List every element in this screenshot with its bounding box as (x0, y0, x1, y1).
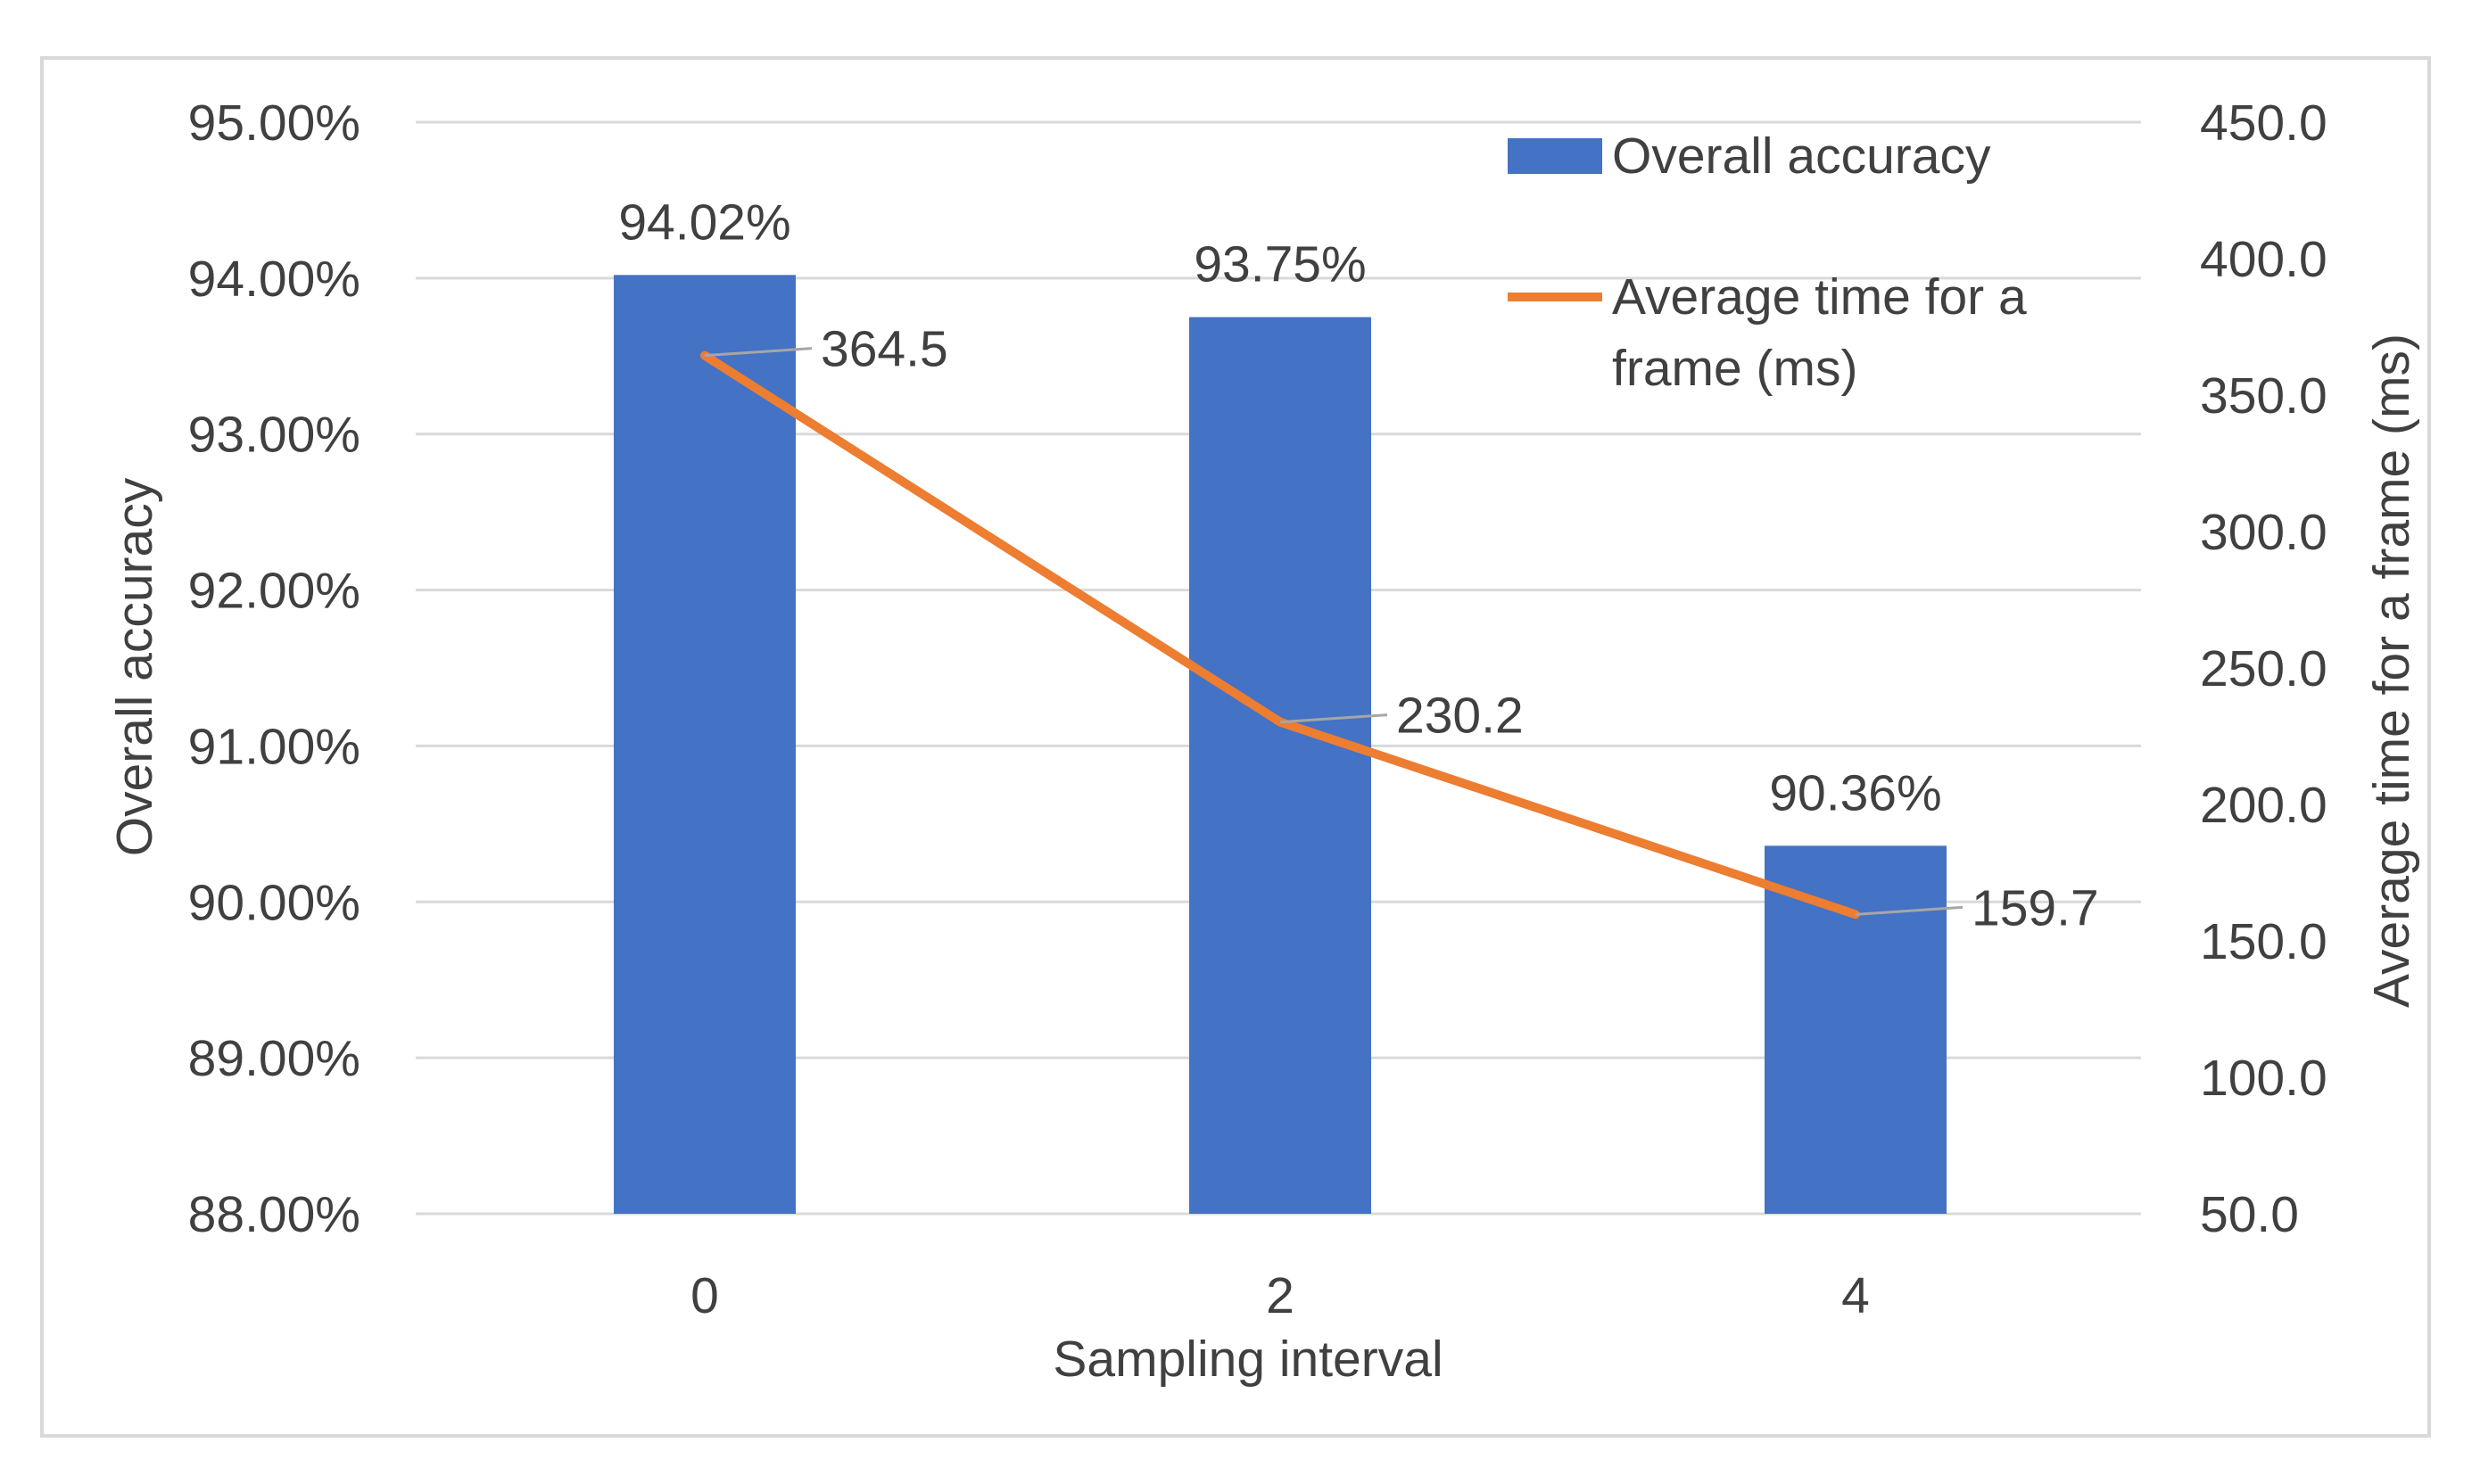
label-leader (1855, 905, 1964, 916)
y2-tick-label: 200.0 (2200, 777, 2327, 834)
bar-2 (1189, 317, 1371, 1215)
line-label: 364.5 (821, 321, 948, 378)
line-label: 230.2 (1396, 688, 1524, 745)
label-leader (1279, 713, 1388, 724)
x-tick-label: 0 (690, 1267, 719, 1324)
bar-label: 90.36% (1769, 764, 1941, 821)
y2-tick-label: 250.0 (2200, 640, 2327, 697)
legend-bar-swatch (1508, 138, 1602, 174)
y-tick-label: 95.00% (188, 95, 360, 152)
y2-axis-title: Average time for a frame (ms) (2363, 334, 2420, 1008)
x-axis-title: Sampling interval (1053, 1331, 1443, 1388)
bar-4 (1765, 845, 1947, 1214)
legend-bar-label: Overall accuracy (1612, 128, 1991, 185)
y-tick-label: 90.00% (188, 874, 360, 931)
y-tick-label: 93.00% (188, 407, 360, 464)
y2-tick-label: 400.0 (2200, 231, 2327, 288)
y2-tick-label: 100.0 (2200, 1050, 2327, 1107)
bar-series (614, 275, 1947, 1215)
x-axis-ticks: 0 2 4 (690, 1267, 1870, 1324)
y2-tick-label: 350.0 (2200, 367, 2327, 425)
legend-line-label-2: frame (ms) (1612, 340, 1857, 397)
y-tick-label: 94.00% (188, 251, 360, 308)
y2-tick-label: 150.0 (2200, 913, 2327, 970)
y2-tick-label: 300.0 (2200, 504, 2327, 561)
y-tick-label: 92.00% (188, 563, 360, 620)
y-tick-label: 88.00% (188, 1186, 360, 1243)
line-data-labels: 364.5 230.2 159.7 (704, 321, 2099, 936)
y-tick-label: 89.00% (188, 1030, 360, 1087)
legend: Overall accuracy Average time for a fram… (1508, 128, 2027, 397)
bar-0 (614, 275, 796, 1214)
x-tick-label: 2 (1266, 1267, 1294, 1324)
y2-tick-label: 450.0 (2200, 95, 2327, 152)
line-label: 159.7 (1972, 879, 2099, 936)
bar-label: 94.02% (618, 194, 790, 251)
label-leader (704, 347, 813, 358)
y2-tick-label: 50.0 (2200, 1186, 2299, 1243)
left-axis-ticks: 88.00% 89.00% 90.00% 91.00% 92.00% 93.00% 94.0… (188, 95, 360, 1243)
right-axis-ticks: 50.0 100.0 150.0 200.0 250.0 300.0 350.0 400.0 4… (2200, 95, 2327, 1243)
y-tick-label: 91.00% (188, 718, 360, 775)
y-axis-title: Overall accuracy (106, 477, 163, 856)
x-tick-label: 4 (1841, 1267, 1870, 1324)
bar-data-labels: 94.02% 93.75% 90.36% (618, 194, 1941, 821)
bar-label: 93.75% (1194, 236, 1366, 293)
legend-line-label-1: Average time for a (1612, 268, 2027, 326)
